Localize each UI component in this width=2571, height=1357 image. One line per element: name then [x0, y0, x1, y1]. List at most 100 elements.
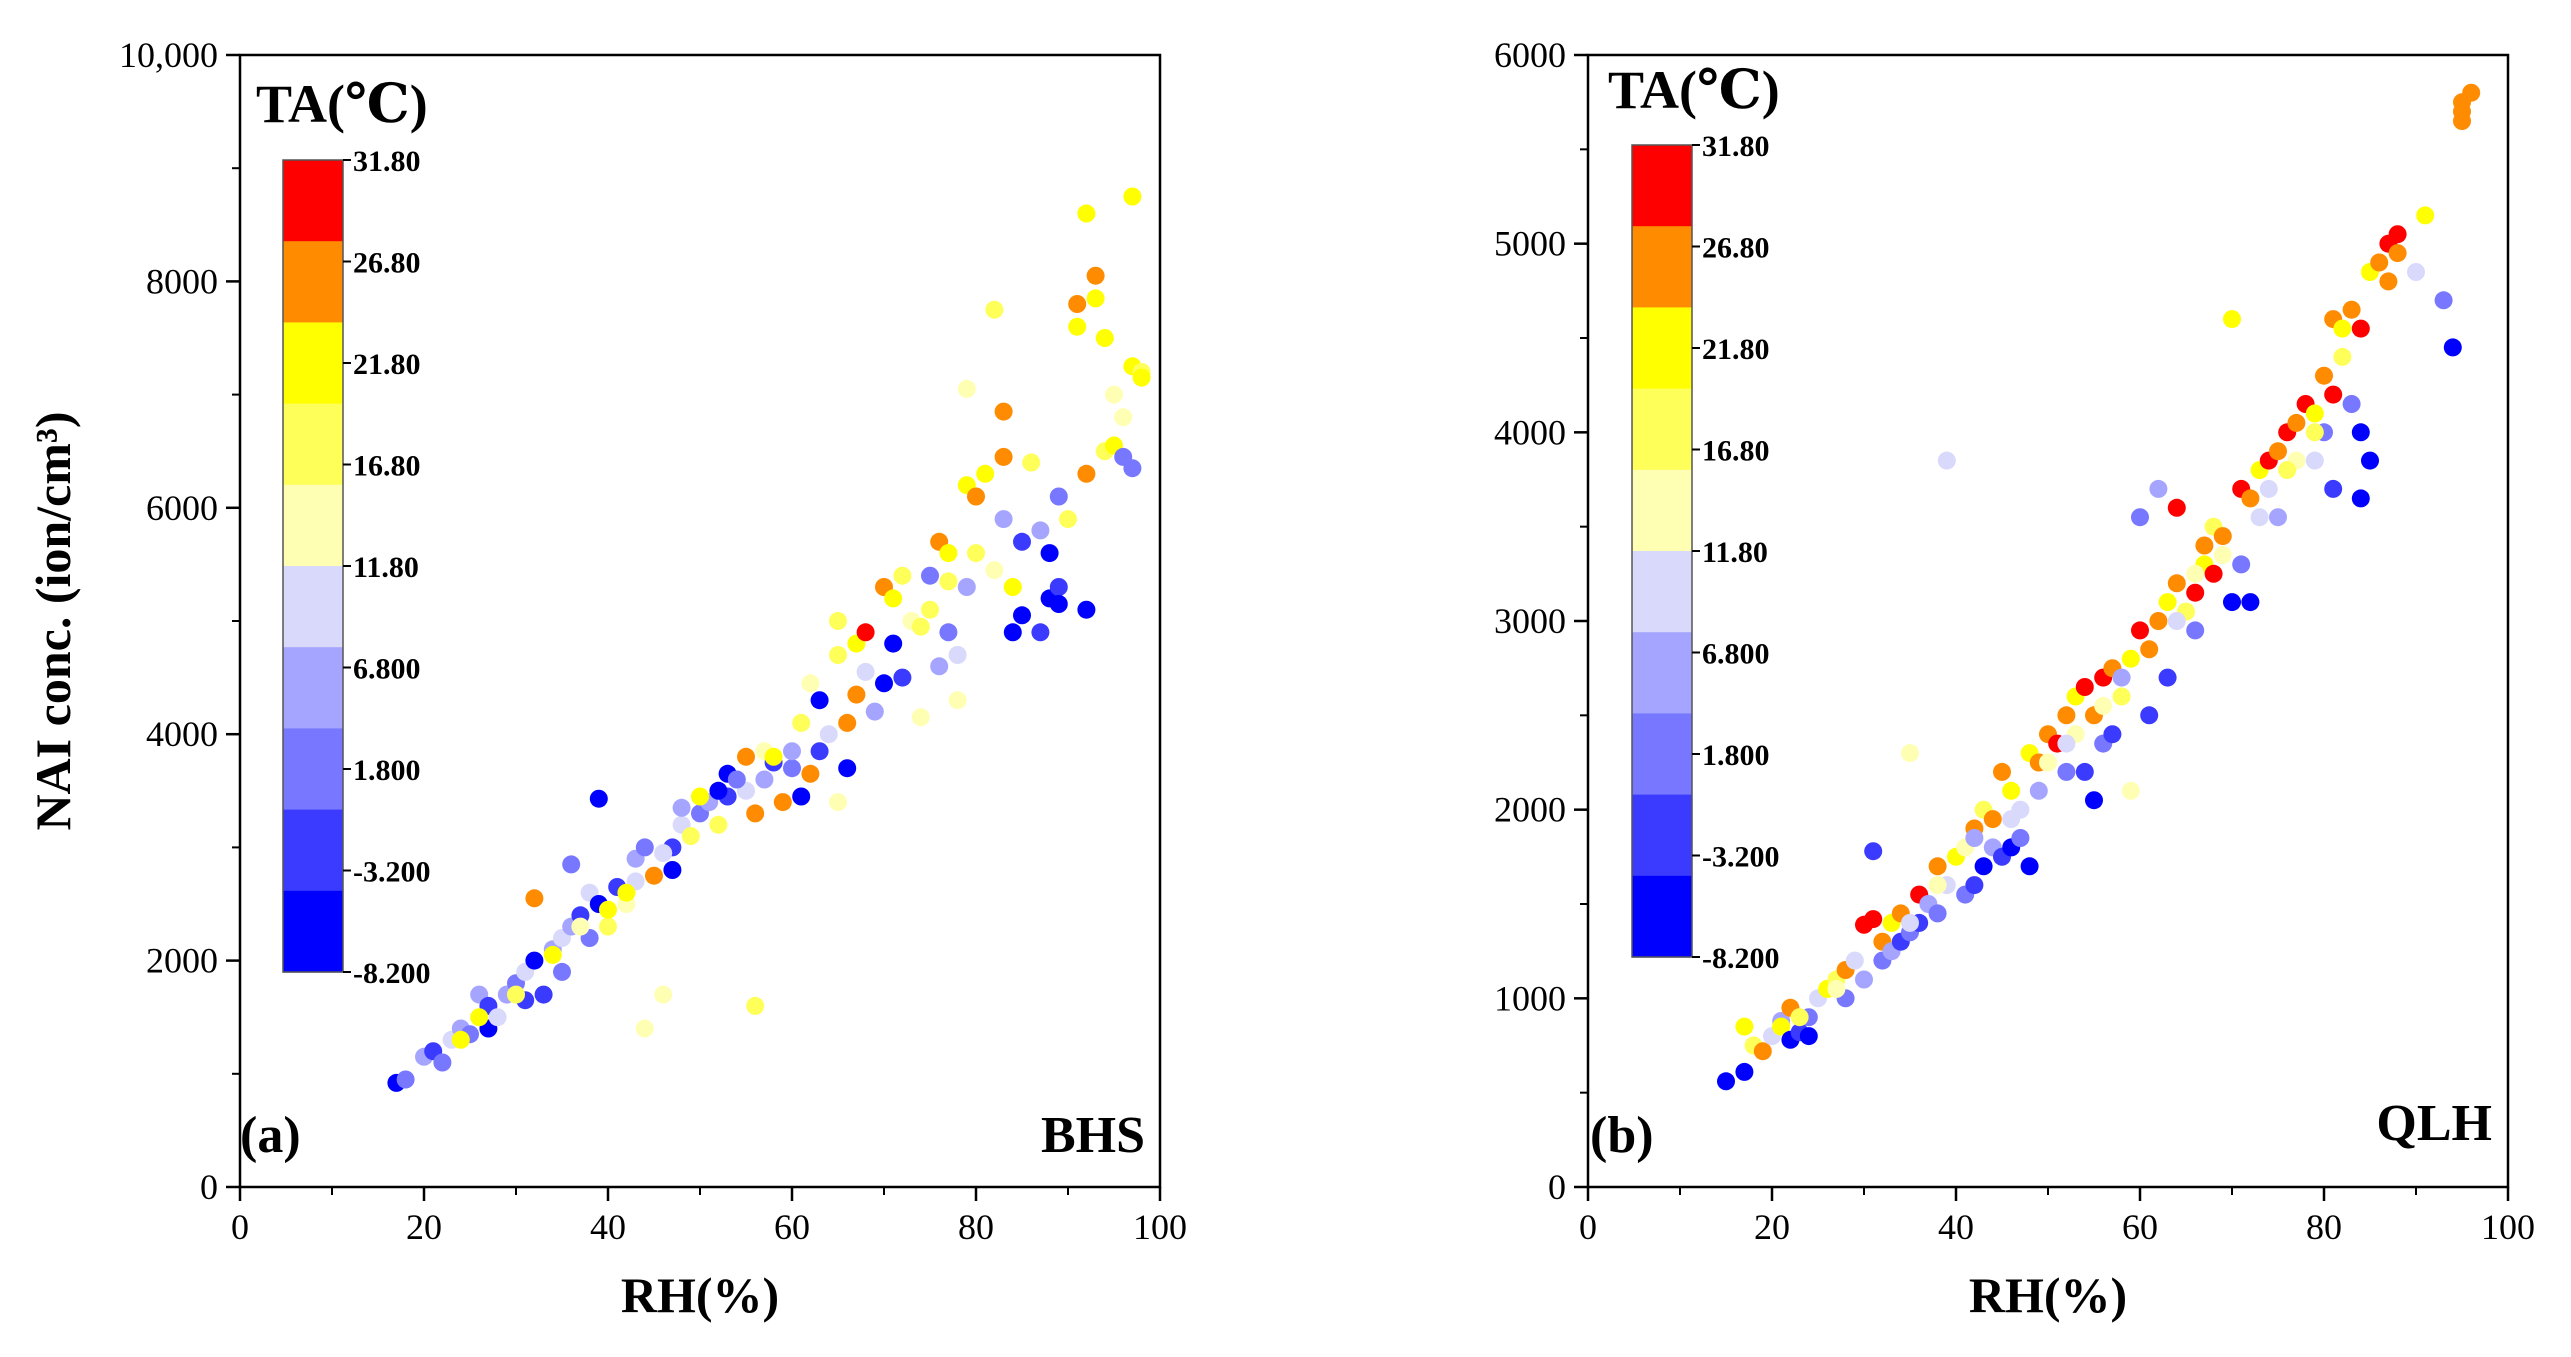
x-tick-label: 60	[2122, 1207, 2158, 1247]
data-point-a-66	[838, 759, 857, 778]
data-point-b-4	[1753, 1042, 1772, 1061]
data-point-b-86	[2186, 583, 2205, 602]
data-point-b-113	[2324, 385, 2343, 404]
data-point-b-1	[1735, 1062, 1754, 1081]
y-tick-label: 5000	[1494, 224, 1566, 264]
colorbar-title-b: TA(℃)	[1608, 60, 1780, 120]
data-point-b-35	[1928, 904, 1947, 923]
colorbar-tick-label: 16.80	[353, 450, 421, 483]
data-point-b-139	[2112, 668, 2131, 687]
data-point-b-101	[2259, 479, 2278, 498]
data-point-b-128	[2388, 244, 2407, 263]
data-point-b-141	[2002, 810, 2021, 829]
y-tick-label: 2000	[146, 941, 218, 981]
data-point-a-95	[994, 510, 1013, 529]
data-point-b-81	[2158, 593, 2177, 612]
colorbar-band	[283, 890, 343, 973]
data-point-a-69	[856, 623, 875, 642]
data-point-a-130	[783, 742, 801, 761]
colorbar-tick-label: 26.80	[1702, 232, 1770, 265]
data-point-a-67	[847, 685, 866, 704]
y-tick-label: 3000	[1494, 601, 1566, 641]
data-point-b-109	[2305, 451, 2324, 470]
y-tick-label: 6000	[1494, 35, 1566, 75]
data-point-b-105	[2287, 413, 2306, 432]
panel-label-b: (b)	[1590, 1107, 1654, 1164]
data-point-a-80	[921, 600, 939, 619]
colorbar-tick-label: 31.80	[353, 145, 421, 178]
colorbar-tick-label: -8.200	[1702, 942, 1780, 975]
data-point-b-52	[2011, 829, 2030, 847]
y-tick-label: 4000	[146, 714, 218, 754]
data-point-b-147	[2213, 546, 2232, 564]
data-point-a-105	[1040, 544, 1059, 563]
colorbar-band	[1632, 388, 1692, 471]
colorbar-b: 31.80 26.80 21.80 16.80 11.80 6.800 1.800 -3.20…	[1631, 130, 1780, 975]
data-point-a-131	[764, 747, 783, 766]
data-point-a-116	[1086, 266, 1105, 285]
data-point-a-104	[1031, 623, 1050, 642]
data-point-a-75	[893, 668, 912, 687]
panel-label-a: (a)	[240, 1107, 301, 1164]
data-point-a-57	[792, 713, 811, 732]
colorbar-tick-label: 31.80	[1702, 130, 1770, 163]
data-point-a-93	[985, 561, 1004, 580]
data-point-a-41	[681, 827, 700, 846]
data-point-a-78	[911, 708, 930, 727]
data-point-b-119	[2351, 423, 2370, 442]
x-axis-label-b: RH(%)	[1969, 1267, 2127, 1323]
data-point-b-136	[2462, 83, 2481, 102]
y-axis-ticks-a: 0 2000 4000 6000 8000 10,000	[119, 35, 240, 1207]
data-point-a-115	[1077, 204, 1096, 223]
data-point-b-98	[2241, 593, 2260, 612]
data-point-a-112	[1068, 317, 1087, 336]
data-point-b-65	[2075, 762, 2094, 781]
data-point-b-45	[1983, 810, 2002, 829]
x-tick-label: 60	[774, 1207, 810, 1247]
data-point-b-130	[2416, 206, 2435, 225]
data-point-b-92	[2213, 527, 2232, 546]
data-point-a-51	[755, 770, 774, 789]
data-point-b-94	[2223, 310, 2241, 329]
data-point-a-137	[571, 917, 590, 936]
y-tick-label: 0	[200, 1167, 218, 1207]
colorbar-tick-label: 16.80	[1702, 435, 1770, 468]
colorbar-band	[283, 484, 343, 567]
data-point-b-144	[1901, 913, 1919, 932]
colorbar-tick-label: 11.80	[353, 551, 419, 584]
data-point-b-7	[1772, 1017, 1791, 1036]
data-point-b-88	[2195, 536, 2214, 555]
data-point-a-125	[1123, 459, 1142, 478]
data-point-b-30	[1901, 744, 1919, 763]
data-point-a-119	[1095, 329, 1114, 347]
colorbar-tick-label: 21.80	[1702, 333, 1770, 366]
data-point-a-86	[948, 691, 967, 710]
data-point-b-103	[2269, 508, 2287, 527]
data-point-a-21	[553, 962, 571, 981]
data-point-b-44	[1974, 857, 1993, 876]
data-point-a-29	[599, 917, 617, 936]
colorbar-tick-label: -8.200	[353, 957, 431, 990]
data-point-a-96	[994, 447, 1013, 466]
x-tick-label: 100	[1133, 1207, 1187, 1247]
data-point-b-78	[2140, 706, 2159, 725]
data-point-b-22	[1864, 842, 1883, 861]
data-point-b-150	[2305, 423, 2324, 442]
data-point-a-120	[1105, 385, 1123, 404]
data-point-a-117	[1086, 289, 1105, 308]
data-point-b-118	[2342, 395, 2361, 413]
colorbar-band	[1632, 794, 1692, 877]
data-point-b-90	[2204, 564, 2223, 583]
data-point-b-97	[2241, 489, 2260, 508]
colorbar-tick-label: 21.80	[353, 348, 421, 381]
data-point-a-82	[930, 657, 949, 676]
x-axis-label-a: RH(%)	[621, 1267, 779, 1323]
data-point-a-36	[645, 866, 663, 885]
data-point-a-44	[709, 815, 728, 834]
colorbar-tick-label: 1.800	[1702, 739, 1770, 772]
x-tick-label: 100	[2481, 1207, 2535, 1247]
data-point-a-102	[1022, 453, 1041, 472]
data-point-a-34	[635, 1019, 654, 1038]
site-label-b: QLH	[2376, 1095, 2492, 1152]
data-point-b-87	[2186, 621, 2205, 640]
